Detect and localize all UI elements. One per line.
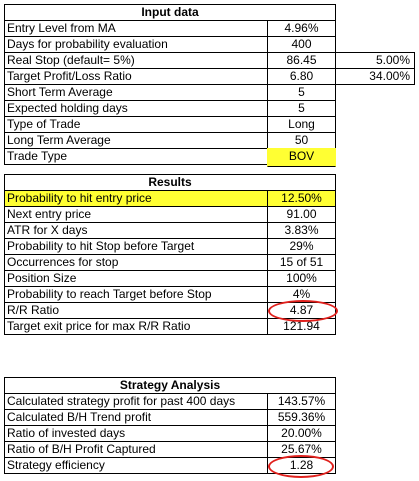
strategy-efficiency-value[interactable]: 1.28 [267,457,336,474]
probability-stop-value[interactable]: 29% [267,238,336,255]
rr-ratio-label: R/R Ratio [4,302,268,319]
target-ratio-value[interactable]: 6.80 [267,68,336,85]
target-exit-price-value[interactable]: 121.94 [267,318,336,335]
probability-target-value[interactable]: 4% [267,286,336,303]
strategy-efficiency-label: Strategy efficiency [4,457,268,474]
rr-ratio-value[interactable]: 4.87 [267,302,336,319]
strategy-profit-label: Calculated strategy profit for past 400 … [4,393,268,410]
trade-type-value[interactable]: BOV [267,148,336,167]
short-term-average-label: Short Term Average [4,84,268,101]
long-term-average-value[interactable]: 50 [267,132,336,149]
input-data-header: Input data [4,4,336,21]
results-header: Results [4,174,336,191]
type-of-trade-value[interactable]: Long [267,116,336,133]
atr-label: ATR for X days [4,222,268,239]
holding-days-value[interactable]: 5 [267,100,336,117]
bh-profit-captured-value[interactable]: 25.67% [267,441,336,458]
trade-type-label: Trade Type [4,148,268,165]
holding-days-label: Expected holding days [4,100,268,117]
strategy-analysis-header: Strategy Analysis [4,377,336,394]
probability-entry-value[interactable]: 12.50% [267,190,336,207]
target-ratio-label: Target Profit/Loss Ratio [4,68,268,85]
occurrences-stop-value[interactable]: 15 of 51 [267,254,336,271]
real-stop-label: Real Stop (default= 5%) [4,52,268,69]
entry-level-label: Entry Level from MA [4,20,268,37]
next-entry-price-label: Next entry price [4,206,268,223]
days-probability-value[interactable]: 400 [267,36,336,53]
probability-stop-label: Probability to hit Stop before Target [4,238,268,255]
next-entry-price-value[interactable]: 91.00 [267,206,336,223]
invested-days-label: Ratio of invested days [4,425,268,442]
occurrences-stop-label: Occurrences for stop [4,254,268,271]
bh-profit-captured-label: Ratio of B/H Profit Captured [4,441,268,458]
bh-trend-profit-value[interactable]: 559.36% [267,409,336,426]
short-term-average-value[interactable]: 5 [267,84,336,101]
probability-target-label: Probability to reach Target before Stop [4,286,268,303]
position-size-label: Position Size [4,270,268,287]
invested-days-value[interactable]: 20.00% [267,425,336,442]
real-stop-side-value[interactable]: 5.00% [335,52,415,69]
probability-entry-label: Probability to hit entry price [4,190,268,207]
target-exit-price-label: Target exit price for max R/R Ratio [4,318,268,335]
long-term-average-label: Long Term Average [4,132,268,149]
real-stop-value[interactable]: 86.45 [267,52,336,69]
position-size-value[interactable]: 100% [267,270,336,287]
days-probability-label: Days for probability evaluation [4,36,268,53]
bh-trend-profit-label: Calculated B/H Trend profit [4,409,268,426]
entry-level-value[interactable]: 4.96% [267,20,336,37]
strategy-profit-value[interactable]: 143.57% [267,393,336,410]
target-ratio-side-value[interactable]: 34.00% [335,68,415,85]
atr-value[interactable]: 3.83% [267,222,336,239]
type-of-trade-label: Type of Trade [4,116,268,133]
